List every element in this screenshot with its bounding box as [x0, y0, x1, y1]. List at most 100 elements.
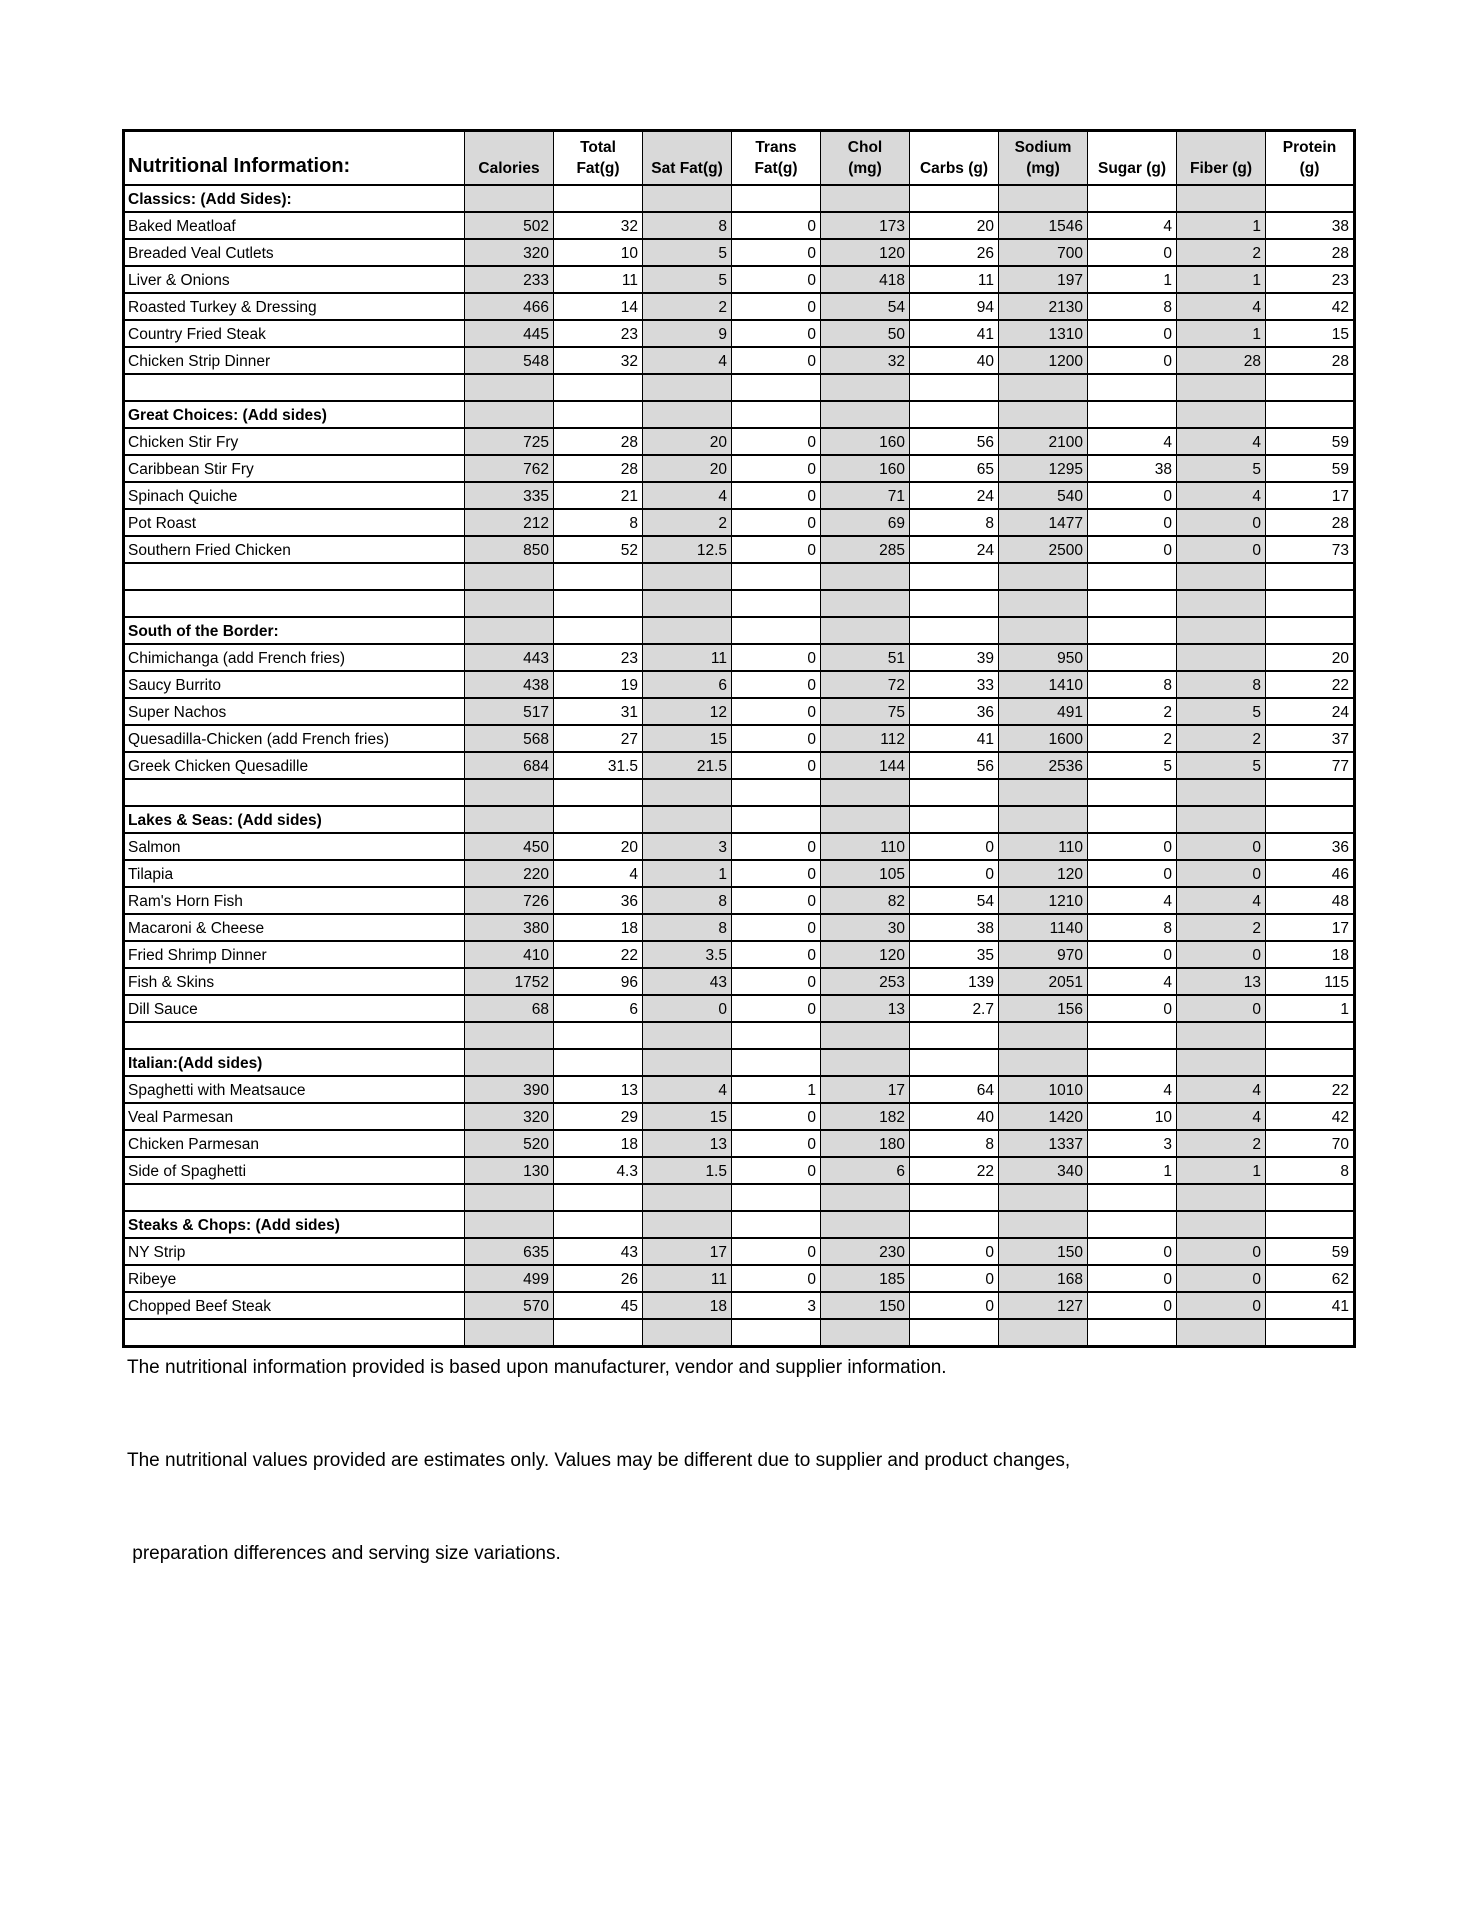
value-cell-carbs: 56	[909, 427, 999, 456]
value-cell-protein	[1265, 1318, 1355, 1348]
value-cell-calories: 517	[464, 697, 554, 726]
value-cell-fiber: 4	[1176, 1075, 1266, 1104]
value-cell-carbs: 39	[909, 643, 999, 672]
value-cell-total-fat	[553, 1021, 643, 1050]
blank-row	[123, 373, 1355, 402]
value-cell-calories: 438	[464, 670, 554, 699]
value-cell-calories: 568	[464, 724, 554, 753]
value-cell-sugar: 2	[1087, 724, 1177, 753]
value-cell-chol: 120	[820, 238, 910, 267]
value-cell-chol: 69	[820, 508, 910, 537]
item-row: Caribbean Stir Fry 762 28 20 0 160 65 1295 38 5 59	[123, 454, 1355, 483]
value-cell-fiber: 4	[1176, 1102, 1266, 1131]
value-cell-sodium: 1337	[998, 1129, 1088, 1158]
value-cell-carbs: 20	[909, 211, 999, 240]
item-name-cell: Spaghetti with Meatsauce	[123, 1075, 465, 1104]
value-cell-calories	[464, 1021, 554, 1050]
value-cell-sodium	[998, 805, 1088, 834]
value-cell-chol	[820, 616, 910, 645]
value-cell-sugar: 3	[1087, 1129, 1177, 1158]
value-cell-fiber: 1	[1176, 265, 1266, 294]
value-cell-protein	[1265, 805, 1355, 834]
value-cell-trans-fat	[731, 589, 821, 618]
value-cell-fiber: 0	[1176, 832, 1266, 861]
section-header-row: Italian:(Add sides)	[123, 1048, 1355, 1077]
value-cell-fiber: 0	[1176, 508, 1266, 537]
item-row: Quesadilla-Chicken (add French fries) 568…	[123, 724, 1355, 753]
value-cell-calories: 410	[464, 940, 554, 969]
value-cell-calories	[464, 1210, 554, 1239]
value-cell-trans-fat: 0	[731, 913, 821, 942]
value-cell-calories	[464, 1183, 554, 1212]
item-name-cell: Chimichanga (add French fries)	[123, 643, 465, 672]
value-cell-sodium: 1310	[998, 319, 1088, 348]
value-cell-sodium	[998, 589, 1088, 618]
value-cell-calories: 68	[464, 994, 554, 1023]
item-row: Ram's Horn Fish 726 36 8 0 82 54 1210 4 4 48	[123, 886, 1355, 915]
value-cell-calories: 1752	[464, 967, 554, 996]
value-cell-trans-fat	[731, 1021, 821, 1050]
value-cell-trans-fat: 0	[731, 265, 821, 294]
value-cell-fiber: 5	[1176, 751, 1266, 780]
value-cell-sat-fat: 5	[642, 238, 732, 267]
item-name-cell: Ram's Horn Fish	[123, 886, 465, 915]
value-cell-sodium: 1210	[998, 886, 1088, 915]
section-header-cell: Great Choices: (Add sides)	[123, 400, 465, 429]
value-cell-total-fat: 23	[553, 643, 643, 672]
value-cell-fiber	[1176, 616, 1266, 645]
value-cell-sat-fat	[642, 373, 732, 402]
value-cell-chol: 82	[820, 886, 910, 915]
value-cell-calories: 499	[464, 1264, 554, 1293]
item-name-cell: Southern Fried Chicken	[123, 535, 465, 564]
value-cell-sugar: 0	[1087, 1291, 1177, 1320]
value-cell-trans-fat: 0	[731, 319, 821, 348]
value-cell-sugar: 4	[1087, 886, 1177, 915]
item-row: Super Nachos 517 31 12 0 75 36 491 2 5 24	[123, 697, 1355, 726]
value-cell-protein	[1265, 778, 1355, 807]
value-cell-protein	[1265, 400, 1355, 429]
value-cell-trans-fat	[731, 184, 821, 213]
item-name-cell: Veal Parmesan	[123, 1102, 465, 1131]
value-cell-sugar: 1	[1087, 1156, 1177, 1185]
value-cell-trans-fat: 0	[731, 967, 821, 996]
value-cell-chol	[820, 1021, 910, 1050]
value-cell-protein: 73	[1265, 535, 1355, 564]
section-header-cell: Italian:(Add sides)	[123, 1048, 465, 1077]
value-cell-sugar: 0	[1087, 832, 1177, 861]
value-cell-sodium	[998, 1048, 1088, 1077]
value-cell-chol: 105	[820, 859, 910, 888]
value-cell-sat-fat: 4	[642, 346, 732, 375]
value-cell-calories	[464, 778, 554, 807]
item-row: Spinach Quiche 335 21 4 0 71 24 540 0 4 17	[123, 481, 1355, 510]
value-cell-sugar	[1087, 562, 1177, 591]
value-cell-chol: 120	[820, 940, 910, 969]
item-row: NY Strip 635 43 17 0 230 0 150 0 0 59	[123, 1237, 1355, 1266]
value-cell-calories: 445	[464, 319, 554, 348]
section-header-row: South of the Border:	[123, 616, 1355, 645]
value-cell-fiber: 2	[1176, 238, 1266, 267]
value-cell-fiber: 4	[1176, 292, 1266, 321]
value-cell-total-fat: 28	[553, 427, 643, 456]
column-header-trans-fat: Trans Fat(g)	[731, 129, 821, 186]
value-cell-sat-fat: 11	[642, 1264, 732, 1293]
value-cell-carbs: 0	[909, 1291, 999, 1320]
value-cell-trans-fat: 0	[731, 346, 821, 375]
value-cell-sat-fat: 17	[642, 1237, 732, 1266]
item-name-cell: Chicken Stir Fry	[123, 427, 465, 456]
blank-name-cell	[123, 589, 465, 618]
value-cell-sat-fat: 21.5	[642, 751, 732, 780]
item-row: Chicken Parmesan 520 18 13 0 180 8 1337 3 2 70	[123, 1129, 1355, 1158]
value-cell-sat-fat: 8	[642, 886, 732, 915]
value-cell-fiber: 8	[1176, 670, 1266, 699]
value-cell-sodium	[998, 1021, 1088, 1050]
item-name-cell: Greek Chicken Quesadille	[123, 751, 465, 780]
value-cell-chol: 112	[820, 724, 910, 753]
value-cell-carbs: 0	[909, 859, 999, 888]
value-cell-protein: 36	[1265, 832, 1355, 861]
value-cell-sat-fat: 9	[642, 319, 732, 348]
value-cell-total-fat: 29	[553, 1102, 643, 1131]
value-cell-fiber: 0	[1176, 940, 1266, 969]
value-cell-chol	[820, 589, 910, 618]
value-cell-total-fat: 8	[553, 508, 643, 537]
